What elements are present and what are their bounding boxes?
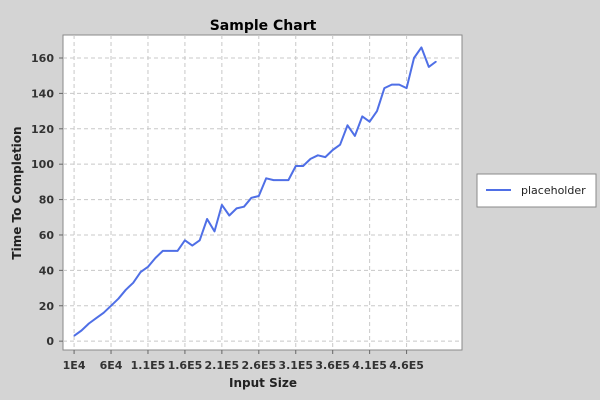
data-point: [191, 244, 193, 247]
x-axis-ticks: 1E4 6E4 1.1E5 1.6E5 2.1E5 2.6E5 3.1E5 3.6E5 4.1E…: [63, 350, 424, 372]
data-point: [199, 239, 201, 241]
data-point: [169, 250, 171, 252]
data-point: [236, 207, 238, 210]
grid-lines: [63, 35, 462, 350]
data-point: [369, 121, 371, 123]
y-tick-label: 60: [39, 229, 55, 242]
data-point: [176, 250, 179, 252]
x-axis-title: Input Size: [229, 376, 297, 390]
series-layer: [73, 46, 437, 337]
data-point: [287, 179, 289, 181]
data-point: [184, 239, 186, 241]
data-point: [103, 312, 105, 314]
data-point: [302, 165, 304, 167]
data-point: [309, 158, 312, 160]
data-point: [295, 165, 297, 167]
data-point: [332, 149, 334, 151]
data-point: [391, 83, 393, 86]
x-tick-label: 4.6E5: [389, 359, 424, 372]
data-point: [376, 110, 378, 112]
data-point: [95, 317, 97, 319]
data-point: [346, 124, 349, 126]
data-point: [258, 195, 260, 197]
x-tick-label: 2.6E5: [241, 359, 276, 372]
data-point: [339, 144, 341, 146]
data-point: [147, 266, 149, 268]
data-point: [405, 87, 408, 89]
y-axis-title: Time To Completion: [10, 126, 24, 259]
y-tick-label: 40: [39, 264, 55, 277]
data-point: [435, 60, 437, 63]
data-point: [317, 154, 319, 156]
data-point: [413, 57, 415, 59]
data-point: [88, 322, 90, 325]
data-point: [354, 135, 356, 137]
data-point: [117, 298, 120, 300]
x-tick-label: 4.1E5: [352, 359, 387, 372]
data-point: [110, 305, 112, 307]
x-tick-label: 1E4: [63, 359, 86, 372]
data-point: [361, 115, 363, 118]
data-point: [398, 83, 400, 86]
x-tick-label: 2.1E5: [205, 359, 240, 372]
data-point: [73, 335, 75, 337]
data-point: [428, 66, 430, 68]
y-axis-ticks: 0 20 40 60 80 100 120 140 160: [31, 52, 63, 348]
legend: placeholder: [476, 173, 597, 208]
data-point: [139, 271, 142, 273]
data-point: [162, 250, 164, 252]
data-point: [132, 282, 134, 284]
y-tick-label: 0: [46, 335, 54, 348]
y-tick-label: 140: [31, 87, 54, 100]
data-point: [221, 204, 223, 206]
x-tick-label: 1.6E5: [168, 359, 203, 372]
data-point: [228, 214, 230, 217]
y-tick-label: 80: [39, 194, 55, 207]
x-tick-label: 3.1E5: [278, 359, 313, 372]
x-tick-label: 1.1E5: [131, 359, 166, 372]
series-line: [73, 46, 437, 337]
data-point: [272, 179, 275, 181]
data-point: [420, 46, 422, 48]
y-tick-label: 20: [39, 300, 55, 313]
chart-title: Sample Chart: [210, 18, 317, 34]
data-point: [154, 257, 156, 259]
data-point: [80, 329, 83, 332]
data-point: [206, 218, 208, 220]
x-tick-label: 3.6E5: [315, 359, 350, 372]
data-point: [383, 87, 386, 89]
data-point: [243, 206, 245, 208]
y-tick-label: 100: [31, 158, 54, 171]
data-point: [125, 289, 127, 291]
y-tick-label: 160: [31, 52, 54, 65]
y-tick-label: 120: [31, 123, 54, 136]
data-point: [250, 197, 253, 199]
data-point: [280, 179, 282, 181]
data-point: [265, 177, 267, 179]
legend-label: placeholder: [521, 184, 586, 197]
plot-area: [62, 34, 463, 351]
x-tick-label: 6E4: [100, 359, 123, 372]
data-point: [213, 230, 216, 233]
data-point: [324, 156, 326, 158]
